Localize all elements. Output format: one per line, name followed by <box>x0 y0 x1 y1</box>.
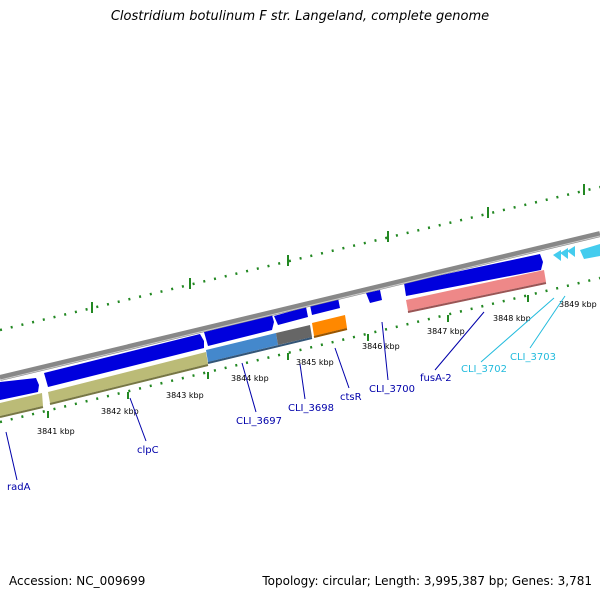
kbp-label: 3846 kbp <box>362 342 400 351</box>
kbp-label: 3843 kbp <box>166 391 204 400</box>
leader-radA <box>5 431 18 481</box>
gene-label-CLI_3700[interactable]: CLI_3700 <box>369 384 415 395</box>
cds-arrow-forward[interactable] <box>0 378 39 400</box>
cds-arrow-forward[interactable] <box>204 315 274 346</box>
gene-label-CLI_3697[interactable]: CLI_3697 <box>236 416 282 427</box>
cds-arrow-forward[interactable] <box>404 254 543 296</box>
leader-CLI_3703 <box>529 295 566 349</box>
leader-CLI_3702 <box>480 297 555 363</box>
kbp-label: 3842 kbp <box>101 407 139 416</box>
leader-CLI_3698 <box>299 363 306 400</box>
cds-arrow-forward[interactable] <box>44 334 204 387</box>
cds-arrow-reverse[interactable] <box>567 246 575 257</box>
accession-text: Accession: NC_009699 <box>9 574 146 588</box>
cog-feature-track <box>0 270 547 418</box>
topology-text: Topology: circular; Length: 3,995,387 bp… <box>262 574 592 588</box>
gene-labels: radA clpC CLI_3697 CLI_3698 ctsR CLI_370… <box>7 352 556 493</box>
cog-bar-shadow <box>49 364 209 405</box>
kbp-scale-labels: 3841 kbp 3842 kbp 3843 kbp 3844 kbp 3845… <box>37 300 597 436</box>
kbp-label: 3847 kbp <box>427 327 465 336</box>
map-title: Clostridium botulinum F str. Langeland, … <box>110 9 490 24</box>
cog-bar-gray[interactable] <box>276 325 312 345</box>
genome-backbone <box>0 231 600 381</box>
cog-bar-shadow <box>0 406 44 418</box>
outer-tick-track <box>0 184 600 332</box>
inner-tick-track <box>0 276 600 424</box>
cds-arrow-forward[interactable] <box>310 298 340 315</box>
kbp-label: 3849 kbp <box>559 300 597 309</box>
cog-bar-shadow <box>207 337 313 364</box>
leader-fusA-2 <box>434 311 485 371</box>
cds-arrow-reverse[interactable] <box>553 250 561 261</box>
gene-label-ctsR[interactable]: ctsR <box>340 392 362 403</box>
gene-label-CLI_3698[interactable]: CLI_3698 <box>288 403 334 414</box>
gene-label-fusA-2[interactable]: fusA-2 <box>420 373 452 384</box>
cog-bar-pink[interactable] <box>406 270 546 311</box>
outer-dotted-line <box>0 185 600 332</box>
leader-ctsR <box>334 347 350 389</box>
gene-label-radA[interactable]: radA <box>7 482 31 493</box>
gene-label-leaders <box>5 295 566 481</box>
cds-arrow-reverse[interactable] <box>560 248 568 259</box>
cds-arrow-reverse[interactable] <box>580 244 600 259</box>
leader-CLI_3697 <box>241 362 257 413</box>
cds-arrow-forward[interactable] <box>274 307 308 325</box>
cds-arrow-forward[interactable] <box>366 290 382 303</box>
cog-bar-olive[interactable] <box>0 393 43 416</box>
gene-label-clpC[interactable]: clpC <box>137 445 159 456</box>
leader-CLI_3700 <box>381 321 389 381</box>
cog-bar-steelblue[interactable] <box>206 333 278 362</box>
leader-clpC <box>129 397 147 442</box>
kbp-label: 3848 kbp <box>493 314 531 323</box>
gene-label-CLI_3703[interactable]: CLI_3703 <box>510 352 556 363</box>
inner-dotted-line <box>0 276 600 424</box>
cog-bar-orange[interactable] <box>312 315 347 336</box>
cog-bar-shadow <box>313 328 348 338</box>
kbp-label: 3844 kbp <box>231 374 269 383</box>
reverse-cds-track <box>553 244 600 261</box>
forward-cds-track <box>0 254 543 400</box>
genome-backbone-shadow <box>0 235 600 381</box>
cog-bar-olive[interactable] <box>48 352 208 403</box>
kbp-label: 3845 kbp <box>296 358 334 367</box>
gene-label-CLI_3702[interactable]: CLI_3702 <box>461 364 507 375</box>
cog-bar-shadow <box>407 282 547 313</box>
kbp-label: 3841 kbp <box>37 427 75 436</box>
